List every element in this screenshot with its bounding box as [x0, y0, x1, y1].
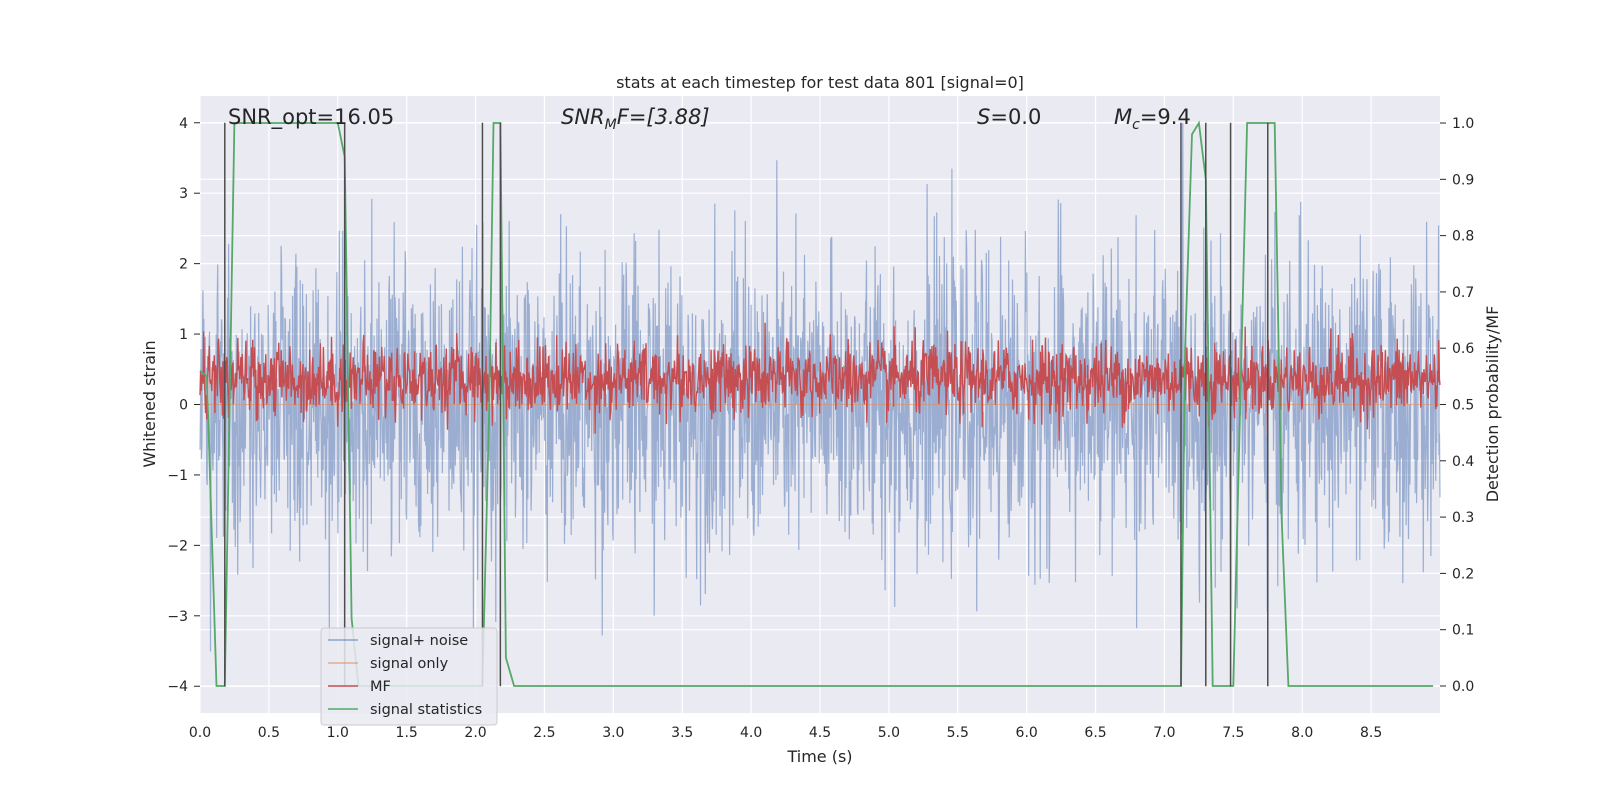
- x-tick-label: 2.5: [533, 725, 555, 741]
- y2-tick-label: 0.0: [1452, 679, 1474, 695]
- y2-tick-label: 1.0: [1452, 116, 1474, 132]
- x-tick-label: 0.5: [258, 725, 280, 741]
- chart-title: stats at each timestep for test data 801…: [616, 73, 1024, 92]
- annotation-mc: Mc=9.4: [1114, 105, 1191, 133]
- y-tick-label: −2: [167, 538, 188, 554]
- x-axis-label: Time (s): [786, 747, 852, 766]
- x-tick-label: 3.0: [602, 725, 624, 741]
- x-tick-label: 0.0: [189, 725, 211, 741]
- y-tick-label: −1: [167, 468, 188, 484]
- x-tick-label: 7.0: [1153, 725, 1175, 741]
- y2-axis-label: Detection probability/MF: [1483, 306, 1502, 503]
- x-tick-label: 7.5: [1222, 725, 1244, 741]
- x-tick-label: 8.0: [1291, 725, 1313, 741]
- y-tick-label: 1: [179, 327, 188, 343]
- annotation-s: S=0.0: [977, 105, 1041, 129]
- legend-label-signal-only: signal only: [370, 656, 449, 672]
- x-axis-ticks: 0.0 0.5 1.0 1.5 2.0 2.5 3.0 3.5 4.0 4.5 5.0 5.5 6.0 6…: [189, 725, 1382, 741]
- mf-series: [199, 322, 1441, 443]
- mf-line: [199, 322, 1441, 443]
- y-tick-label: 0: [179, 398, 188, 414]
- legend: signal+ noise signal only MF signal stat…: [320, 627, 498, 726]
- y2-tick-label: 0.4: [1452, 454, 1474, 470]
- y-tick-label: 2: [179, 257, 188, 273]
- x-tick-label: 1.5: [396, 725, 418, 741]
- x-tick-label: 5.5: [947, 725, 969, 741]
- y-tick-label: −4: [167, 679, 188, 695]
- x-tick-label: 6.5: [1084, 725, 1106, 741]
- y2-tick-label: 0.6: [1452, 341, 1474, 357]
- x-tick-label: 5.0: [878, 725, 900, 741]
- y2-tick-label: 0.2: [1452, 566, 1474, 582]
- legend-label-signal-noise: signal+ noise: [370, 633, 468, 649]
- y-axis-label: Whitened strain: [140, 340, 159, 467]
- annotation-snr-opt: SNR_opt=16.05: [228, 105, 394, 130]
- y2-tick-label: 0.1: [1452, 623, 1474, 639]
- annotation-snr-mf: SNRMF=[3.88]: [561, 105, 710, 133]
- x-tick-label: 4.5: [809, 725, 831, 741]
- signal-statistics-series: [199, 120, 1434, 687]
- y2-tick-label: 0.8: [1452, 229, 1474, 245]
- x-tick-label: 2.0: [464, 725, 486, 741]
- x-tick-label: 3.5: [671, 725, 693, 741]
- y-tick-label: −3: [167, 609, 188, 625]
- x-tick-label: 6.0: [1016, 725, 1038, 741]
- y2-axis-ticks: 1.0 0.9 0.8 0.7 0.6 0.5 0.4 0.3 0.2 0.1 0.0: [1440, 116, 1474, 695]
- signal-statistics-line: [199, 120, 1434, 687]
- x-tick-label: 1.0: [327, 725, 349, 741]
- y2-tick-label: 0.9: [1452, 172, 1474, 188]
- vertical-markers: [224, 122, 1269, 687]
- legend-label-mf: MF: [370, 679, 391, 695]
- y2-tick-label: 0.3: [1452, 510, 1474, 526]
- y2-tick-label: 0.7: [1452, 285, 1474, 301]
- x-tick-label: 8.5: [1360, 725, 1382, 741]
- legend-box: [320, 627, 498, 726]
- y2-tick-label: 0.5: [1452, 398, 1474, 414]
- y-axis-ticks: 4 3 2 1 0 −1 −2 −3 −4: [167, 116, 200, 695]
- y-tick-label: 3: [179, 186, 188, 202]
- legend-label-signal-statistics: signal statistics: [370, 702, 482, 718]
- x-tick-label: 4.0: [740, 725, 762, 741]
- y-tick-label: 4: [179, 116, 188, 132]
